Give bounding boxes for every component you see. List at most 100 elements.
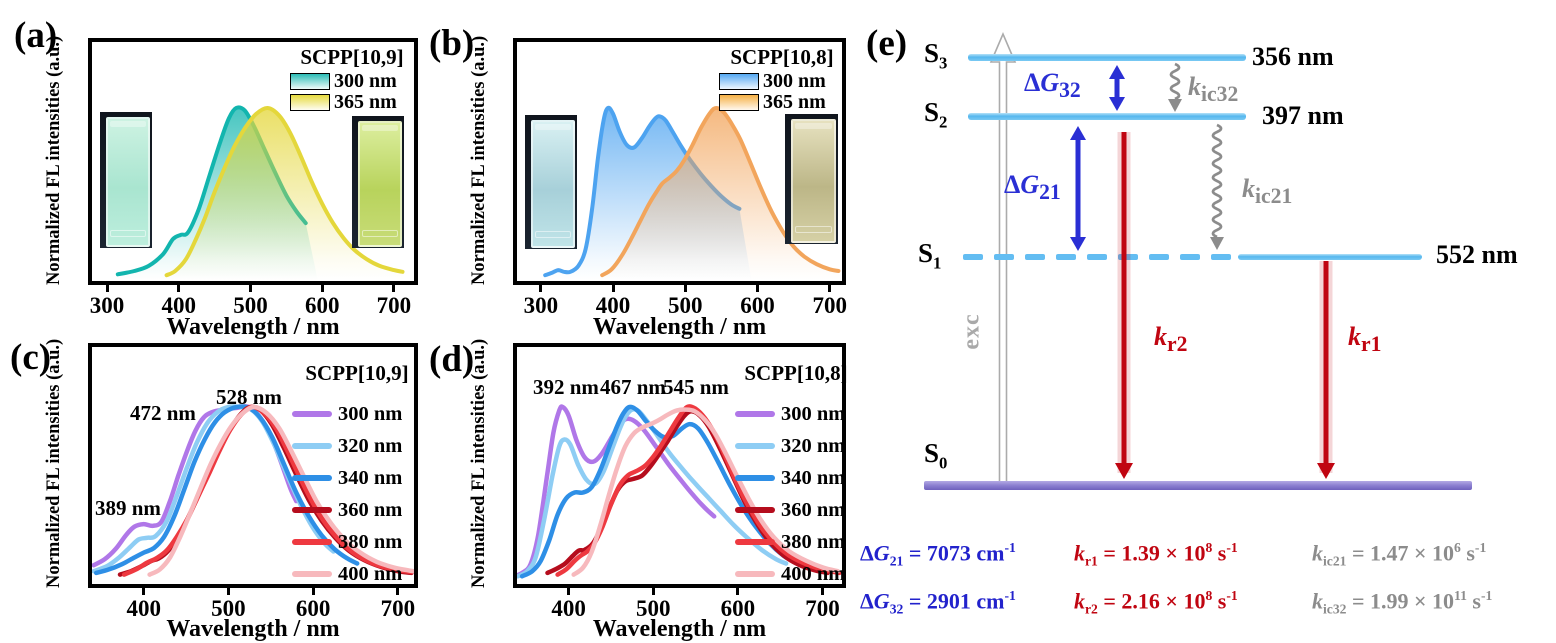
y-axis-label: Normalized FL intensities (a.u.) (44, 338, 64, 588)
x-tick-label: 300 (89, 293, 125, 318)
label-kic21: kic21 (1242, 174, 1293, 209)
cuvette-liquid (531, 120, 575, 248)
x-tick-label: 400 (161, 293, 197, 318)
cuvette-liquid (791, 119, 836, 243)
legend-entry-label: 300 nm (334, 70, 397, 92)
level-wavelength-s1: 552 nm (1436, 240, 1518, 269)
legend-entry: 380 nm (735, 526, 857, 558)
legend-title: SCPP[10,8] (744, 361, 848, 385)
legend-title: SCPP[10,9] (300, 45, 404, 69)
legend-swatch (719, 94, 759, 111)
x-tick-mark (736, 588, 740, 595)
panel-a: (a) Normalized FL intensities (a.u.) SCP… (0, 0, 430, 340)
level-bar-s1-dashed (963, 254, 983, 260)
legend-swatch (290, 73, 330, 90)
legend-entry: 400 nm (292, 558, 422, 590)
level-bar-s1-dashed (1025, 254, 1045, 260)
level-wavelength-s3: 356 nm (1252, 42, 1334, 71)
legend-a: SCPP[10,9] 300 nm 365 nm (290, 45, 414, 113)
level-bar-s1-dashed (1149, 254, 1169, 260)
legend-entry: 365 nm (719, 91, 845, 113)
legend-entry-label: 300 nm (763, 70, 826, 92)
legend-b: SCPP[10,8] 300 nm 365 nm (719, 45, 845, 113)
level-wavelength-s2: 397 nm (1262, 101, 1344, 130)
legend-entry-label: 320 nm (338, 434, 403, 457)
x-tick-mark (683, 285, 687, 292)
panel-d: (d) Normalized FL intensities (a.u.) 392… (425, 330, 860, 643)
legend-line-sample (292, 411, 332, 417)
legend-entry-label: 340 nm (338, 466, 403, 489)
legend-entry: 320 nm (735, 430, 857, 462)
gap-arrow-dg21-head-up (1070, 126, 1086, 140)
legend-entry-label: 340 nm (781, 466, 846, 489)
curve-c-340 nm (93, 404, 360, 576)
legend-line-sample (735, 571, 775, 577)
legend-d: SCPP[10,8] 300 nm 320 nm 340 nm 360 nm 380 n… (735, 361, 857, 590)
legend-title: SCPP[10,8] (730, 45, 834, 69)
cuvette-photo-365nm-scpp108 (785, 114, 838, 244)
x-tick-mark (651, 588, 655, 595)
annotation-peak-472nm: 472 nm (130, 401, 196, 425)
level-bar-s2 (968, 113, 1246, 120)
y-axis-label: Normalized FL intensities (a.u.) (469, 35, 489, 285)
legend-entry-label: 365 nm (763, 91, 826, 113)
plot-area-c (88, 343, 418, 588)
cuvette-liquid (106, 117, 150, 247)
equation-kr2: kr2 = 2.16 × 108 s-1 (1074, 588, 1238, 617)
legend-line-sample (735, 443, 775, 449)
x-tick-mark (396, 588, 400, 595)
legend-entry-label: 300 nm (338, 402, 403, 425)
equation-kic32: kic32 = 1.99 × 1011 s-1 (1312, 588, 1493, 617)
ic-arrow-kic21-head (1210, 237, 1224, 250)
legend-entry: 360 nm (735, 494, 857, 526)
curve-d-320 nm (517, 407, 789, 579)
x-tick-mark (142, 588, 146, 595)
x-tick-label: 600 (720, 596, 756, 621)
x-tick-label: 400 (595, 293, 631, 318)
panel-c-label: (c) (10, 337, 52, 378)
x-tick-mark (756, 285, 759, 292)
cuvette-liquid (358, 121, 402, 247)
x-tick-mark (539, 285, 543, 292)
legend-entry: 365 nm (290, 91, 414, 113)
label-kr1: kr1 (1348, 322, 1382, 357)
area-fill-365 nm (602, 108, 841, 280)
x-tick-label: 500 (636, 596, 671, 621)
plot-area-d (513, 343, 846, 588)
x-tick-label: 700 (812, 293, 847, 318)
ic-arrow-kic32 (1169, 62, 1181, 101)
x-tick-label: 700 (380, 596, 416, 621)
level-bar-s1-dashed (1056, 254, 1076, 260)
legend-swatch (290, 94, 330, 111)
x-tick-label: 600 (304, 293, 340, 318)
legend-entry-label: 360 nm (338, 498, 403, 521)
legend-entry-label: 320 nm (781, 434, 846, 457)
legend-entry-label: 300 nm (781, 402, 846, 425)
gap-arrow-dg32-head-up (1109, 65, 1125, 79)
x-tick-label: 300 (523, 293, 559, 318)
x-tick-label: 700 (805, 596, 840, 621)
legend-entry: 360 nm (292, 494, 422, 526)
x-tick-mark (611, 285, 615, 292)
legend-line-sample (292, 539, 332, 545)
x-tick-label: 600 (740, 293, 775, 318)
radiative-arrow-kr2-head (1115, 463, 1133, 479)
panel-e-energy-diagram: (e) S3 S2 S1 S0 356 nm 397 nm 552 nm ΔG3… (856, 0, 1556, 643)
level-label-s0: S0 (924, 438, 948, 473)
annotation-peak-389nm: 389 nm (95, 496, 161, 520)
x-axis-label: Wavelength / nm (592, 616, 767, 642)
panel-d-label: (d) (429, 339, 475, 380)
annotation-peak-528nm: 528 nm (216, 385, 282, 409)
equation-kic21: kic21 = 1.47 × 106 s-1 (1312, 540, 1487, 569)
legend-line-sample (292, 571, 332, 577)
level-bar-s1-dashed (1087, 254, 1107, 260)
curve-d-340 nm (519, 404, 796, 579)
x-tick-mark (248, 285, 252, 292)
ic-arrow-kic21 (1211, 123, 1223, 239)
level-bar-s1-dashed (1180, 254, 1200, 260)
legend-title: SCPP[10,9] (305, 361, 409, 385)
legend-entry-label: 400 nm (338, 562, 403, 585)
legend-entry-label: 380 nm (338, 530, 403, 553)
area-fill-365 nm (166, 107, 405, 280)
